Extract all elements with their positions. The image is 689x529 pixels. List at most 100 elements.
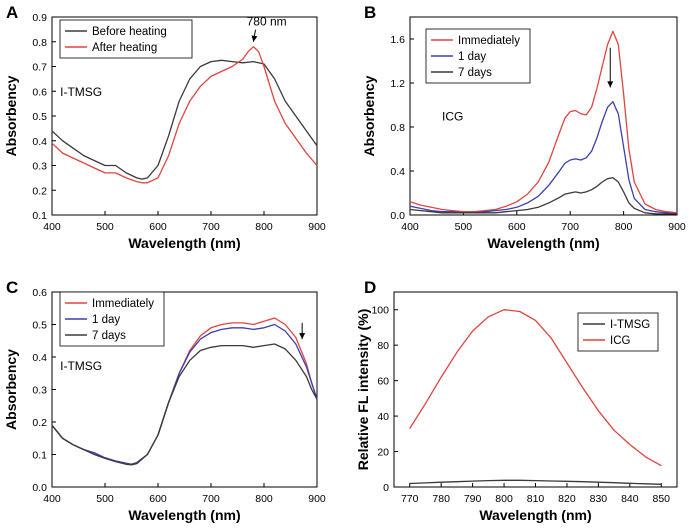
x-tick-label: 700 [202,493,220,505]
series-line-after-heating [51,46,318,184]
y-tick-label: 0.9 [32,12,47,24]
x-tick-label: 820 [558,493,576,505]
annotation-arrowhead [299,333,306,340]
annotation-arrowhead [607,81,614,88]
x-tick-label: 850 [653,493,671,505]
annotation-label: I-TMSG [60,85,102,99]
legend: Immediately 1 day 7 days [59,291,165,347]
legend-label: Before heating [92,26,167,38]
y-tick-label: 0.3 [32,385,47,397]
chart-panel-c: C 400 500 600 700 800 900 0.0 0.1 0.2 0.3 0.4 0.5 0.6… [3,278,326,523]
y-tick-label: 60 [377,376,389,388]
y-tick-label: 0.6 [32,287,47,299]
y-tick-label: 0.4 [390,166,405,178]
panel-letter: B [364,3,376,22]
legend: I-TMSG ICG [577,312,659,352]
panel-letter: C [6,278,18,297]
x-tick-label: 830 [590,493,608,505]
y-tick-label: 20 [377,447,389,459]
x-tick-label: 500 [96,221,114,233]
x-tick-label: 800 [495,493,513,505]
y-tick-label: 0 [383,482,389,494]
x-tick-label: 400 [43,493,61,505]
y-tick-label: 1.2 [390,78,405,90]
legend-label: 1 day [92,314,120,326]
x-tick-label: 810 [527,493,545,505]
y-axis-title: Absorbency [361,75,377,156]
y-tick-label: 1.6 [390,34,405,46]
x-axis-title: Wavelength (nm) [479,507,591,523]
y-tick-label: 80 [377,340,389,352]
chart-panel-d: D 770 780 790 800 810 820 830 840 850 0 20 40 60 80 100… [355,278,678,523]
y-tick-label: 0.1 [32,450,47,462]
legend-label: ICG [610,335,631,347]
legend-label: 1 day [458,51,486,63]
y-tick-label: 0.6 [32,86,47,98]
legend-label: 7 days [458,67,492,79]
panel-letter: A [6,3,18,22]
series-line-7-days [409,176,677,215]
x-tick-label: 600 [149,493,167,505]
legend: Immediately 1 day 7 days [425,28,531,84]
legend-label: I-TMSG [610,319,650,331]
y-axis-title: Absorbency [3,75,19,156]
series-line-i-tmsg [409,479,662,485]
x-tick-label: 770 [401,493,419,505]
y-tick-label: 0.4 [32,136,47,148]
legend-label: After heating [92,42,157,54]
series-line-immediately [409,30,678,214]
y-tick-label: 0.0 [32,482,47,494]
y-axis-title: Relative FL intensity (%) [355,309,371,471]
series-line-1-day [51,323,318,465]
x-tick-label: 840 [621,493,639,505]
plot-frame [409,16,678,216]
legend-label: Immediately [458,35,520,47]
x-tick-label: 800 [255,221,273,233]
annotation-label: ICG [442,109,463,123]
legend-box [59,19,193,59]
panel-letter: D [364,278,376,297]
x-tick-label: 400 [401,221,419,233]
y-tick-label: 40 [377,411,389,423]
x-tick-label: 900 [668,221,686,233]
legend-label: 7 days [92,330,126,342]
series-line-icg [409,309,662,467]
legend-label: Immediately [92,298,154,310]
x-tick-label: 500 [455,221,473,233]
x-tick-label: 400 [43,221,61,233]
series-line-7-days [51,343,318,466]
y-tick-label: 0.0 [390,210,405,222]
x-tick-label: 600 [149,221,167,233]
y-tick-label: 0.2 [32,185,47,197]
x-tick-label: 780 [432,493,450,505]
legend: Before heating After heating [59,19,193,59]
y-tick-label: 0.5 [32,111,47,123]
y-axis-title: Absorbency [3,349,19,430]
x-tick-label: 600 [508,221,526,233]
x-tick-label: 900 [308,221,326,233]
y-tick-label: 0.2 [32,417,47,429]
y-tick-label: 0.3 [32,161,47,173]
chart-panel-a: A 400 500 600 700 800 900 0.1 0.2 0.3 0.4 0.5 0.6 0.7… [3,3,326,251]
y-tick-label: 0.8 [390,122,405,134]
x-axis-title: Wavelength (nm) [128,507,240,523]
legend-box [577,312,659,352]
y-tick-label: 0.1 [32,210,47,222]
annotation-label: 780 nm [247,15,287,29]
x-tick-label: 790 [464,493,482,505]
y-tick-label: 0.7 [32,62,47,74]
y-tick-label: 0.8 [32,37,47,49]
x-tick-label: 800 [255,493,273,505]
x-axis-title: Wavelength (nm) [128,235,240,251]
x-tick-label: 900 [308,493,326,505]
annotation-arrowhead [251,35,258,42]
x-tick-label: 800 [615,221,633,233]
annotation-label: I-TMSG [60,359,102,373]
x-tick-label: 500 [96,493,114,505]
y-tick-label: 0.4 [32,352,47,364]
series-line-before-heating [51,59,318,180]
x-tick-label: 700 [561,221,579,233]
chart-panel-b: B 400 500 600 700 800 900 0.0 0.4 0.8 1.2 1.6 Wavele… [361,3,686,251]
y-tick-label: 0.5 [32,320,47,332]
